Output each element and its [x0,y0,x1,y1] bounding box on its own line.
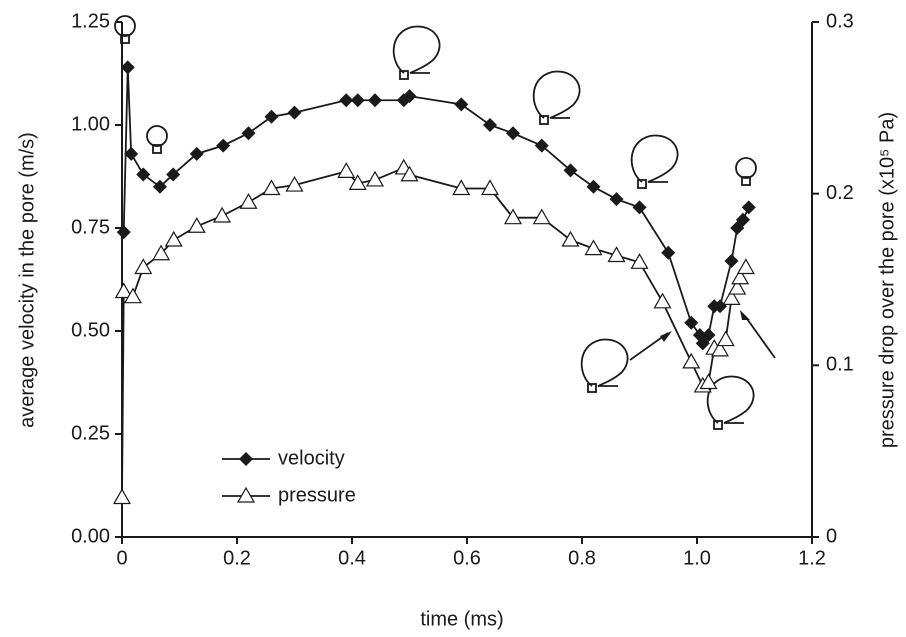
diamond-marker [741,200,756,215]
x-tick-label: 0.2 [223,547,251,569]
triangle-marker [716,330,735,347]
diamond-marker [609,192,624,207]
triangle-marker [630,253,649,269]
y-axis-label: average velocity in the pore (m/s) [16,132,38,428]
triangle-marker [134,258,153,275]
droplet-annotations [114,15,776,430]
diamond-marker [632,200,647,215]
diamond-marker [152,179,167,194]
diamond-marker [368,93,382,108]
y-tick-label: 0.25 [71,422,110,444]
diamond-marker [713,299,727,314]
y2-axis-label: pressure drop over the pore (x10⁵ Pa) [876,112,898,448]
triangle-marker [653,292,672,309]
triangle-marker [400,165,419,182]
diamond-marker [454,97,469,112]
triangle-marker [348,174,367,190]
y-tick-label: 0.75 [71,216,110,238]
triangle-marker [114,282,133,299]
diamond-marker [350,93,365,108]
diamond-marker [239,452,253,466]
diamond-marker [661,245,676,260]
y2-tick-label: 0.2 [826,182,854,204]
triangle-marker [584,239,603,256]
triangle-marker [607,246,626,263]
legend-label: velocity [278,447,345,469]
diamond-marker [216,138,231,153]
x-axis-label: time (ms) [420,608,503,630]
triangle-marker [365,170,385,187]
triangle-marker [699,373,718,390]
triangle-marker [285,175,304,192]
series-line [122,67,750,346]
diamond-marker [736,212,750,227]
y2-tick-label: 0.3 [826,10,854,32]
triangle-marker [152,244,171,261]
y2-tick-label: 0.1 [826,354,854,376]
diamond-marker [136,167,151,182]
diamond-marker [534,138,549,153]
diamond-marker [483,118,497,132]
diamond-marker [166,167,181,182]
triangle-marker [187,217,206,233]
diamond-marker [563,163,578,178]
triangle-marker [213,206,232,223]
y-tick-label: 1.25 [71,10,110,32]
x-tick-label: 1.2 [798,547,826,569]
triangle-marker [112,488,132,505]
triangle-marker [731,268,750,285]
diamond-marker [120,60,135,75]
diamond-marker [124,146,139,161]
x-tick-label: 0.8 [568,547,596,569]
diamond-marker [339,93,354,108]
triangle-marker [722,289,741,305]
y-tick-label: 0.50 [71,319,110,341]
diamond-marker [264,109,279,124]
x-tick-label: 0 [116,547,127,569]
y-tick-label: 1.00 [71,113,110,135]
diamond-marker [586,179,601,194]
triangle-marker [561,230,580,247]
triangle-marker [728,278,747,295]
triangle-marker [239,193,258,209]
legend-label: pressure [278,484,356,506]
diamond-marker [684,315,699,330]
x-tick-label: 0.4 [338,547,366,569]
triangle-marker [452,179,471,196]
triangle-marker [164,230,183,247]
diamond-marker [701,328,716,343]
diamond-marker [506,126,520,141]
y-tick-label: 0.00 [71,525,110,547]
x-tick-label: 1.0 [683,547,711,569]
diamond-marker [241,126,256,141]
triangle-marker [262,179,281,196]
triangle-marker [710,340,730,357]
triangle-marker [736,258,755,275]
triangle-marker [532,208,551,225]
triangle-marker [503,208,523,225]
diamond-marker [116,225,131,240]
diamond-marker [189,146,204,161]
series-line [121,166,747,498]
triangle-marker [480,179,500,196]
triangle-marker [337,162,356,178]
triangle-marker [682,352,701,369]
diamond-marker [724,253,739,268]
y2-tick-label: 0 [826,525,837,547]
diamond-marker [402,89,417,104]
diamond-marker [287,105,302,120]
triangle-marker [123,287,142,304]
x-tick-label: 0.6 [453,547,481,569]
triangle-marker [236,486,256,503]
